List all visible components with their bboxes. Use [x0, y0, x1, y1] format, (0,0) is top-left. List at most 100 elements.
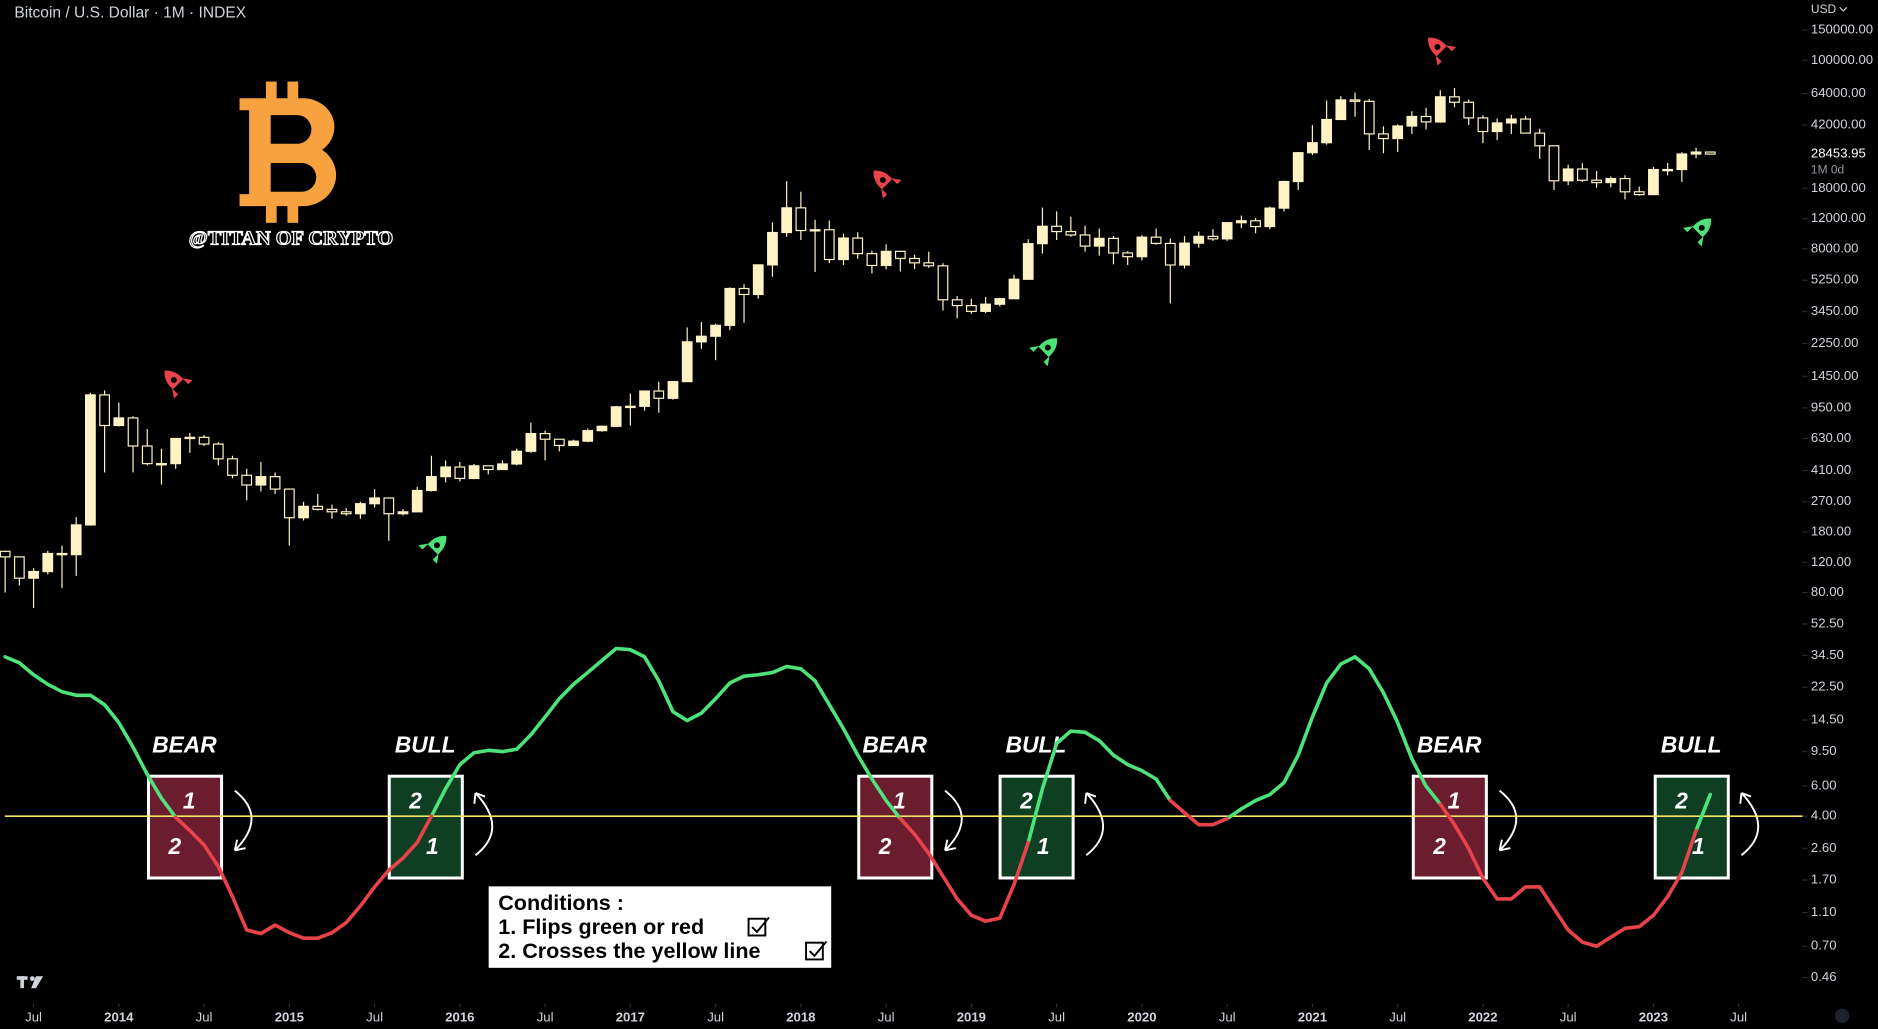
y-tick-label: 2250.00 — [1811, 335, 1859, 350]
candle-body — [1349, 99, 1361, 102]
y-tick-label: 270.00 — [1811, 493, 1851, 508]
candle-body — [1278, 180, 1290, 209]
y-tick-label: 2.60 — [1811, 840, 1837, 855]
currency[interactable]: USD — [1811, 2, 1837, 16]
y-tick-label: 630.00 — [1811, 430, 1851, 445]
oscillator-line — [173, 798, 1698, 949]
candle-body — [1250, 220, 1261, 228]
y-tick-label: 12000.00 — [1811, 210, 1866, 225]
candle-body — [596, 425, 608, 432]
y-tick-label: 34.50 — [1811, 647, 1844, 662]
candle-body — [1008, 278, 1020, 300]
candle-body — [241, 474, 253, 486]
x-tick-label: 2018 — [786, 1010, 815, 1025]
candle-body — [951, 299, 963, 307]
candle-body — [1420, 115, 1432, 123]
candle-body — [283, 488, 295, 519]
y-tick-label: 8000.00 — [1811, 240, 1859, 255]
candle-body — [1065, 230, 1077, 236]
conditions-title: Conditions : — [498, 890, 624, 915]
candle-body — [1392, 125, 1404, 140]
candle-body — [539, 432, 551, 440]
y-tick-label: 410.00 — [1811, 462, 1851, 477]
candle-body — [99, 394, 111, 427]
curved-arrow — [1498, 789, 1518, 852]
candle-body — [823, 229, 835, 261]
candle-body — [1037, 225, 1048, 245]
y-tick-label: 1.70 — [1811, 872, 1837, 887]
candle-body — [1576, 168, 1588, 181]
candle-body — [639, 390, 650, 407]
candle-body — [1591, 179, 1602, 184]
y-tick-label: 80.00 — [1811, 584, 1844, 599]
signal-step: 2 — [1019, 788, 1033, 814]
candle-body — [653, 390, 665, 399]
candle-body — [426, 476, 437, 492]
candle-body — [681, 341, 693, 383]
x-tick-label: Jul — [196, 1010, 213, 1025]
candle-body — [1193, 235, 1205, 244]
candle-body — [738, 287, 750, 296]
candle-body — [937, 265, 949, 301]
signal-step: 1 — [183, 788, 196, 814]
watermark: @TITAN OF CRYPTO — [189, 227, 394, 249]
candle-body — [553, 438, 565, 447]
candle-body — [1378, 133, 1389, 140]
x-tick-label: 2020 — [1127, 1010, 1156, 1025]
candle-body — [269, 476, 281, 490]
candle-body — [809, 229, 821, 232]
x-tick-label: Jul — [537, 1010, 554, 1025]
candle-body — [13, 556, 25, 579]
candle-body — [141, 445, 153, 465]
signal-label: BEAR — [1417, 731, 1482, 757]
candle-body — [1264, 207, 1276, 228]
y-tick-label: 3450.00 — [1811, 303, 1859, 318]
candle-body — [1676, 153, 1688, 171]
curved-arrow — [1084, 792, 1105, 856]
candle-body — [1207, 235, 1219, 240]
plot-area — [0, 87, 1803, 949]
auto-scale-button[interactable] — [1834, 1008, 1850, 1023]
x-tick-label: Jul — [1048, 1010, 1065, 1025]
candle-body — [1221, 222, 1233, 240]
candle-body — [696, 335, 707, 343]
candle-body — [440, 466, 452, 478]
currency-caret[interactable] — [1839, 6, 1848, 12]
candle-body — [1548, 145, 1560, 182]
candle-body — [894, 250, 906, 260]
candle-body — [781, 207, 793, 234]
candle-body — [923, 262, 935, 267]
y-tick-label: 9.50 — [1811, 743, 1837, 758]
curved-arrow — [233, 789, 253, 852]
candle-body — [383, 497, 395, 515]
signal-box — [857, 774, 934, 880]
candle-body — [667, 381, 679, 399]
candle-body — [1477, 117, 1489, 133]
candle-body — [1335, 99, 1347, 121]
candle-body — [1520, 118, 1531, 134]
x-tick-label: Jul — [878, 1010, 895, 1025]
candle-body — [56, 552, 68, 556]
signal-label: BEAR — [152, 731, 217, 757]
candle-body — [1136, 236, 1148, 258]
y-tick-label: 1450.00 — [1811, 368, 1859, 383]
candle-body — [980, 303, 991, 312]
oscillator-line — [3, 646, 1713, 845]
signal-step: 2 — [1674, 788, 1688, 814]
candle-body — [752, 264, 764, 296]
signal-step: 1 — [893, 788, 906, 814]
y-tick-label: 0.70 — [1811, 938, 1837, 953]
candle-body — [795, 207, 807, 232]
candle-body — [184, 436, 196, 440]
candle-body — [1619, 177, 1631, 193]
candle-body — [1434, 96, 1446, 123]
candle-body — [724, 287, 736, 326]
candle-body — [340, 511, 352, 515]
candle-body — [525, 432, 537, 452]
last-price-label: 28453.95 — [1811, 146, 1866, 161]
candle-body — [156, 463, 167, 466]
candle-body — [0, 550, 11, 558]
y-tick-label: 52.50 — [1811, 615, 1844, 630]
candle-body — [994, 298, 1006, 305]
candle-body — [610, 406, 622, 427]
